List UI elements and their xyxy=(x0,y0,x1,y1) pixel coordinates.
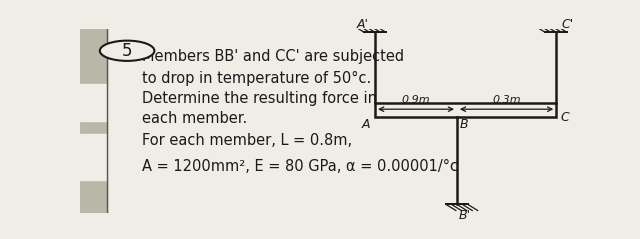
Text: C: C xyxy=(560,110,569,124)
Text: C': C' xyxy=(561,18,573,32)
Bar xyxy=(375,103,556,117)
Circle shape xyxy=(100,41,154,61)
Text: B': B' xyxy=(458,209,470,222)
Text: Determine the resulting force in: Determine the resulting force in xyxy=(142,91,377,106)
Text: 0.9m: 0.9m xyxy=(402,95,430,105)
Text: each member.: each member. xyxy=(142,111,247,126)
Text: Members BB' and CC' are subjected: Members BB' and CC' are subjected xyxy=(142,49,404,64)
Text: B: B xyxy=(460,118,468,131)
Bar xyxy=(80,29,108,213)
Bar xyxy=(80,134,108,179)
Text: A = 1200mm², E = 80 GPa, α = 0.00001/°c: A = 1200mm², E = 80 GPa, α = 0.00001/°c xyxy=(142,159,458,174)
Text: to drop in temperature of 50°c.: to drop in temperature of 50°c. xyxy=(142,71,371,86)
Bar xyxy=(80,84,108,121)
Text: 5: 5 xyxy=(122,42,132,60)
Text: A': A' xyxy=(356,18,369,32)
Text: For each member, L = 0.8m,: For each member, L = 0.8m, xyxy=(142,133,352,148)
Text: A: A xyxy=(362,118,370,131)
Text: 0.3m: 0.3m xyxy=(492,95,521,105)
